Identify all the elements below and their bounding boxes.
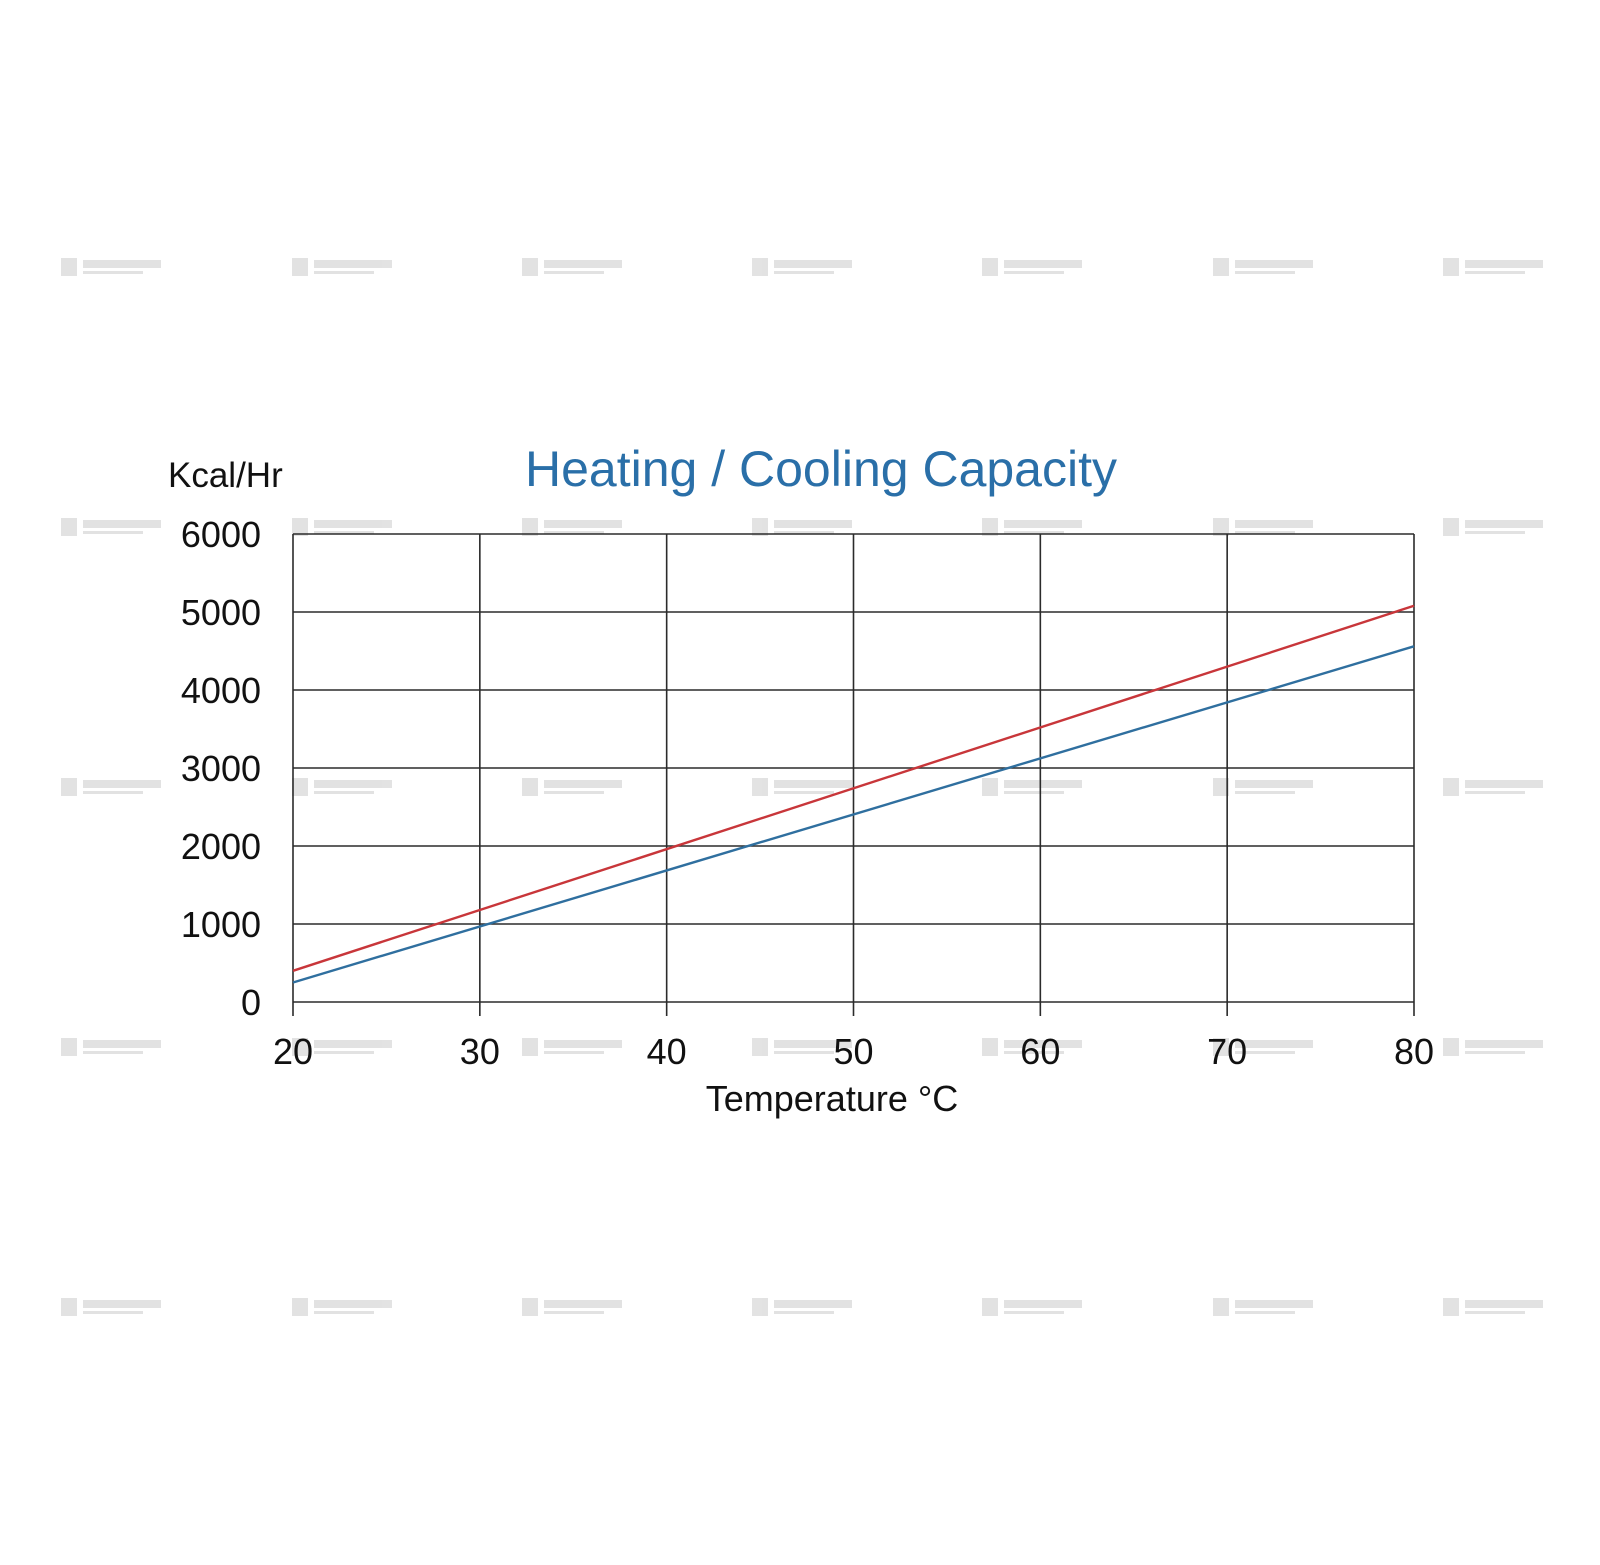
company-logo-watermark <box>752 1038 852 1056</box>
x-axis-label: Temperature °C <box>706 1078 959 1119</box>
company-logo-watermark <box>1213 1038 1313 1056</box>
y-tick-label: 0 <box>241 982 261 1023</box>
company-logo-watermark <box>292 518 392 536</box>
company-logo-watermark <box>1443 258 1543 276</box>
y-tick-label: 3000 <box>181 748 261 789</box>
company-logo-watermark <box>752 778 852 796</box>
y-tick-label: 6000 <box>181 514 261 555</box>
company-logo-watermark <box>1443 1298 1543 1316</box>
company-logo-watermark <box>752 1298 852 1316</box>
company-logo-watermark <box>1213 1298 1313 1316</box>
company-logo-watermark <box>1213 258 1313 276</box>
series-layer <box>292 604 1415 984</box>
chart-title: Heating / Cooling Capacity <box>525 441 1117 497</box>
series-line-1 <box>292 604 1415 972</box>
company-logo-watermark <box>61 1038 161 1056</box>
company-logo-watermark <box>982 778 1082 796</box>
y-tick-label: 4000 <box>181 670 261 711</box>
y-tick-label: 2000 <box>181 826 261 867</box>
company-logo-watermark <box>1213 778 1313 796</box>
company-logo-watermark <box>61 518 161 536</box>
series-line-2 <box>292 645 1415 984</box>
company-logo-watermark <box>61 258 161 276</box>
company-logo-watermark <box>752 518 852 536</box>
company-logo-watermark <box>292 258 392 276</box>
watermark-layer <box>61 258 1543 1316</box>
y-tick-label: 5000 <box>181 592 261 633</box>
company-logo-watermark <box>522 1298 622 1316</box>
company-logo-watermark <box>522 518 622 536</box>
x-tick-label: 60 <box>1020 1031 1060 1072</box>
y-tick-label: 1000 <box>181 904 261 945</box>
company-logo-watermark <box>982 1038 1082 1056</box>
company-logo-watermark <box>982 1298 1082 1316</box>
company-logo-watermark <box>1443 1038 1543 1056</box>
company-logo-watermark <box>982 518 1082 536</box>
company-logo-watermark <box>292 1038 392 1056</box>
company-logo-watermark <box>292 778 392 796</box>
y-axis-unit-label: Kcal/Hr <box>168 456 283 495</box>
company-logo-watermark <box>1213 518 1313 536</box>
company-logo-watermark <box>1443 778 1543 796</box>
x-tick-label: 40 <box>647 1031 687 1072</box>
company-logo-watermark <box>522 258 622 276</box>
company-logo-watermark <box>292 1298 392 1316</box>
company-logo-watermark <box>1443 518 1543 536</box>
y-tick-labels: 0 1000 2000 3000 4000 5000 6000 <box>181 514 261 1023</box>
x-tick-label: 30 <box>460 1031 500 1072</box>
x-tick-labels: 20 30 40 50 60 70 80 <box>273 1031 1434 1072</box>
x-tick-label: 50 <box>833 1031 873 1072</box>
company-logo-watermark <box>752 258 852 276</box>
x-tick-label: 70 <box>1207 1031 1247 1072</box>
x-tick-label: 20 <box>273 1031 313 1072</box>
company-logo-watermark <box>61 1298 161 1316</box>
company-logo-watermark <box>522 778 622 796</box>
company-logo-watermark <box>522 1038 622 1056</box>
company-logo-watermark <box>61 778 161 796</box>
company-logo-watermark <box>982 258 1082 276</box>
x-tick-label: 80 <box>1394 1031 1434 1072</box>
plot-grid <box>292 533 1415 1016</box>
